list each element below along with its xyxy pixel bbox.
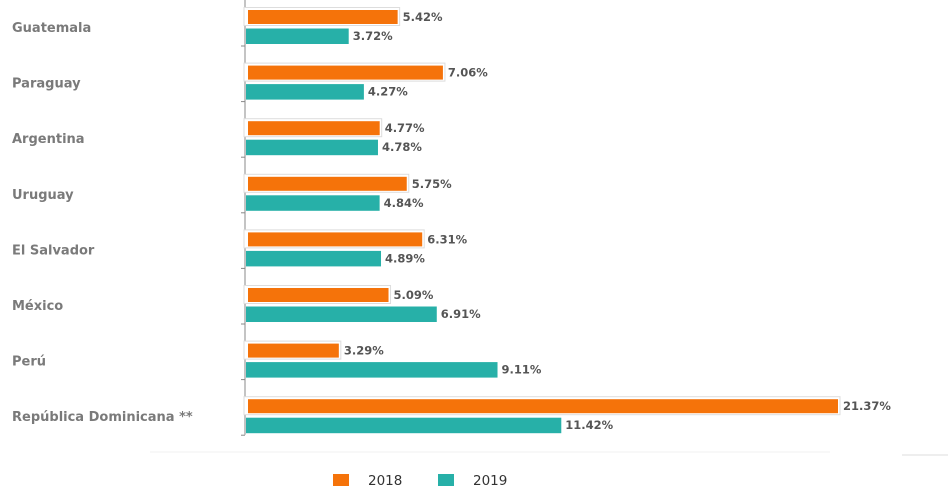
data-label-2018: 5.09% bbox=[394, 288, 434, 302]
data-label-2019: 3.72% bbox=[353, 29, 393, 43]
category-label: El Salvador bbox=[12, 243, 95, 258]
category-label: Argentina bbox=[12, 132, 85, 147]
data-label-2018: 5.75% bbox=[412, 177, 452, 191]
bar-2018 bbox=[248, 65, 443, 80]
category-label: México bbox=[12, 299, 63, 314]
category-label: Paraguay bbox=[12, 77, 81, 92]
bar-2019 bbox=[246, 417, 562, 434]
bar-2018 bbox=[248, 399, 838, 414]
data-label-2019: 6.91% bbox=[441, 307, 481, 321]
data-label-2018: 5.42% bbox=[403, 10, 443, 24]
bar-2019 bbox=[246, 139, 378, 156]
data-label-2019: 4.78% bbox=[382, 140, 422, 154]
category-label: Guatemala bbox=[12, 21, 91, 36]
legend-label-2018: 2018 bbox=[368, 473, 402, 489]
bar-2019 bbox=[246, 195, 380, 211]
bar-2018 bbox=[248, 288, 389, 302]
data-label-2019: 4.27% bbox=[368, 85, 408, 99]
data-label-2018: 3.29% bbox=[344, 344, 384, 358]
category-label: Uruguay bbox=[12, 188, 74, 203]
legend-swatch-2018 bbox=[333, 474, 349, 486]
bar-2018 bbox=[248, 121, 380, 136]
bar-2018 bbox=[248, 10, 398, 24]
data-label-2018: 21.37% bbox=[843, 399, 891, 413]
bar-2019 bbox=[246, 84, 364, 100]
data-label-2018: 6.31% bbox=[427, 232, 467, 246]
bar-2019 bbox=[246, 250, 382, 267]
bar-2019 bbox=[246, 362, 498, 378]
bar-2019 bbox=[246, 306, 437, 322]
data-label-2019: 4.89% bbox=[385, 251, 425, 265]
data-label-2019: 9.11% bbox=[502, 363, 542, 377]
legend-label-2019: 2019 bbox=[473, 473, 507, 489]
category-label: República Dominicana ** bbox=[12, 410, 193, 425]
data-label-2019: 11.42% bbox=[565, 418, 613, 432]
bar-2018 bbox=[248, 232, 423, 247]
bar-2018 bbox=[248, 343, 339, 358]
category-label: Perú bbox=[12, 355, 46, 370]
bar-2018 bbox=[248, 176, 407, 191]
data-label-2019: 4.84% bbox=[384, 196, 424, 210]
data-label-2018: 7.06% bbox=[448, 66, 488, 80]
data-label-2018: 4.77% bbox=[385, 121, 425, 135]
bar-2019 bbox=[246, 28, 349, 44]
legend-swatch-2019 bbox=[438, 474, 454, 486]
